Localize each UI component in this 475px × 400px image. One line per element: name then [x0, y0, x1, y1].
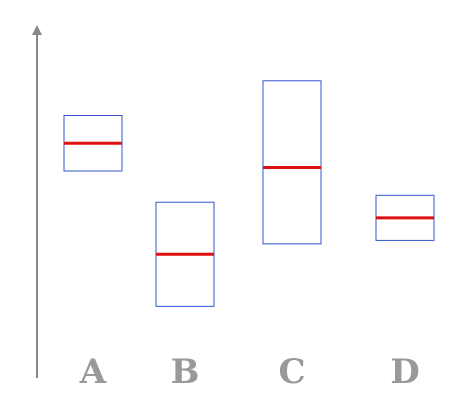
- y-axis-arrowhead: [32, 25, 42, 35]
- box-a: [63, 114, 123, 172]
- box-b: [155, 201, 215, 307]
- boxes-group: [63, 80, 435, 307]
- box-c: [262, 80, 322, 245]
- category-label-a: A: [79, 352, 107, 392]
- box-c-rect: [262, 80, 322, 245]
- category-label-d: D: [390, 352, 419, 392]
- category-labels-group: A B C D: [79, 352, 420, 392]
- category-label-b: B: [171, 352, 200, 392]
- category-label-c: C: [278, 352, 305, 392]
- box-d: [375, 194, 435, 241]
- y-axis: [32, 25, 42, 378]
